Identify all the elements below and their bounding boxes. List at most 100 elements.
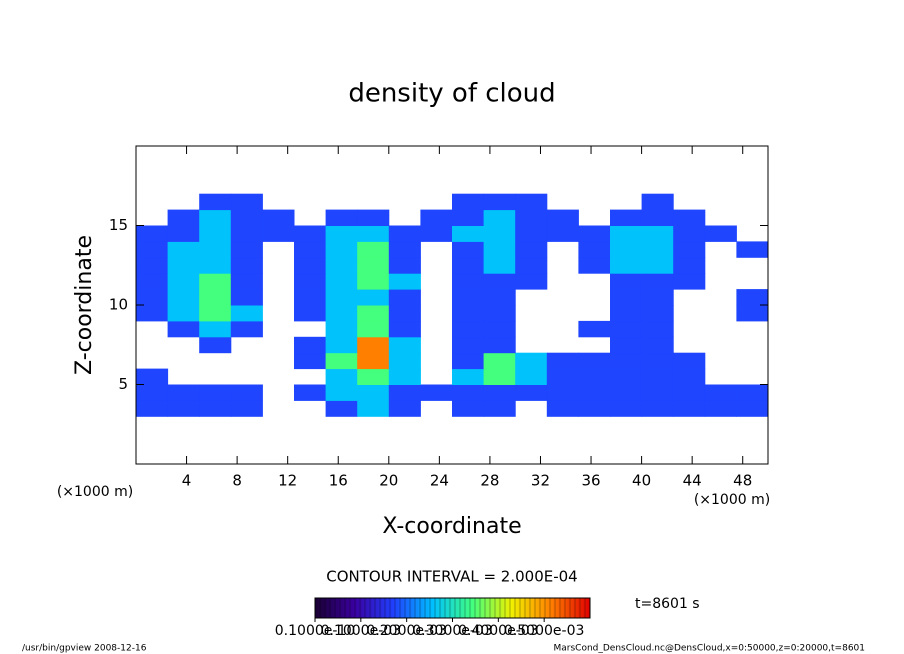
density-cell bbox=[452, 368, 485, 385]
density-cell bbox=[167, 241, 200, 258]
density-cell bbox=[515, 257, 548, 274]
density-cell bbox=[325, 352, 358, 370]
density-cell bbox=[420, 400, 452, 416]
density-cell bbox=[515, 400, 547, 416]
density-cell bbox=[199, 305, 232, 322]
density-cell bbox=[704, 400, 737, 417]
density-cell bbox=[736, 400, 769, 417]
density-cell bbox=[167, 273, 200, 290]
density-cell bbox=[515, 337, 547, 353]
density-cell bbox=[483, 209, 516, 226]
density-cell bbox=[578, 320, 611, 338]
density-cell bbox=[294, 305, 327, 322]
density-cell bbox=[357, 194, 389, 210]
colorbar-tick-label: 0.4000e-03 bbox=[458, 623, 538, 639]
density-cell bbox=[483, 225, 516, 242]
density-cell bbox=[578, 257, 611, 274]
density-cell bbox=[578, 400, 611, 417]
density-cell bbox=[641, 225, 674, 242]
density-cell bbox=[673, 289, 705, 305]
density-cell bbox=[483, 193, 516, 211]
density-cell bbox=[673, 194, 705, 210]
density-cell bbox=[136, 337, 168, 353]
x-tick-label: 12 bbox=[278, 472, 297, 490]
density-cell bbox=[483, 384, 516, 401]
density-cell bbox=[388, 305, 421, 322]
density-cell bbox=[610, 225, 643, 242]
x-tick-label: 20 bbox=[379, 472, 398, 490]
density-cell bbox=[578, 273, 610, 289]
density-cell bbox=[641, 193, 674, 211]
density-cell bbox=[736, 210, 768, 226]
density-cell bbox=[262, 337, 294, 353]
density-cell bbox=[325, 400, 358, 417]
density-cell bbox=[673, 337, 705, 353]
density-cell bbox=[388, 225, 421, 242]
density-cell bbox=[136, 194, 168, 210]
density-cell bbox=[294, 241, 327, 258]
density-cell bbox=[167, 289, 200, 306]
density-cell bbox=[167, 320, 200, 338]
density-cell bbox=[136, 210, 168, 226]
density-cell bbox=[705, 305, 737, 321]
density-cell bbox=[325, 257, 358, 274]
density-cell bbox=[736, 321, 768, 337]
density-cell bbox=[388, 257, 421, 274]
density-cell bbox=[420, 209, 453, 226]
x-tick-label: 36 bbox=[581, 472, 600, 490]
density-cell bbox=[641, 241, 674, 258]
density-cell bbox=[199, 289, 232, 306]
chart-title: density of cloud bbox=[348, 79, 555, 109]
density-cell bbox=[641, 289, 674, 306]
density-cell bbox=[578, 194, 610, 210]
density-cell bbox=[357, 352, 390, 370]
density-cell bbox=[420, 225, 453, 242]
density-cell bbox=[547, 289, 579, 305]
density-cell bbox=[262, 369, 294, 385]
density-cell bbox=[546, 400, 579, 417]
density-cell bbox=[452, 257, 485, 274]
density-cell bbox=[452, 305, 485, 322]
density-cell bbox=[357, 209, 390, 226]
density-cell bbox=[388, 273, 421, 290]
density-cell bbox=[420, 289, 452, 305]
density-cell bbox=[230, 257, 263, 274]
density-cell bbox=[736, 257, 768, 273]
density-cell bbox=[673, 241, 706, 258]
density-cell bbox=[357, 225, 390, 242]
density-cell bbox=[294, 289, 327, 306]
density-cell bbox=[610, 400, 643, 417]
colorbar-tick-label: 0.2000e-03 bbox=[366, 623, 446, 639]
x-unit: (×1000 m) bbox=[694, 492, 770, 508]
density-cell bbox=[420, 257, 452, 273]
density-cell bbox=[641, 400, 674, 417]
density-cell bbox=[357, 384, 390, 401]
density-cell bbox=[578, 337, 610, 353]
x-tick-label: 44 bbox=[683, 472, 702, 490]
density-cell bbox=[641, 209, 674, 226]
density-cell bbox=[515, 305, 547, 321]
density-cell bbox=[546, 384, 579, 401]
density-cell bbox=[452, 352, 485, 370]
density-cell bbox=[705, 257, 737, 273]
density-cell bbox=[325, 241, 358, 258]
density-cell bbox=[705, 194, 737, 210]
density-cell bbox=[483, 241, 516, 258]
density-cell bbox=[515, 384, 548, 401]
density-cell bbox=[705, 321, 737, 337]
density-cell bbox=[483, 305, 516, 322]
density-cell bbox=[168, 369, 200, 385]
density-cell bbox=[641, 273, 674, 290]
density-cell bbox=[388, 289, 421, 306]
density-cell bbox=[705, 241, 737, 257]
density-cell bbox=[578, 210, 610, 226]
density-cell bbox=[546, 368, 579, 385]
y-tick-label: 5 bbox=[118, 375, 128, 393]
density-cell bbox=[325, 225, 358, 242]
density-cell bbox=[547, 257, 579, 273]
density-cell bbox=[578, 384, 611, 401]
density-cell bbox=[452, 193, 485, 211]
density-cell bbox=[705, 210, 737, 226]
density-cell bbox=[357, 257, 390, 274]
density-cell bbox=[641, 305, 674, 322]
